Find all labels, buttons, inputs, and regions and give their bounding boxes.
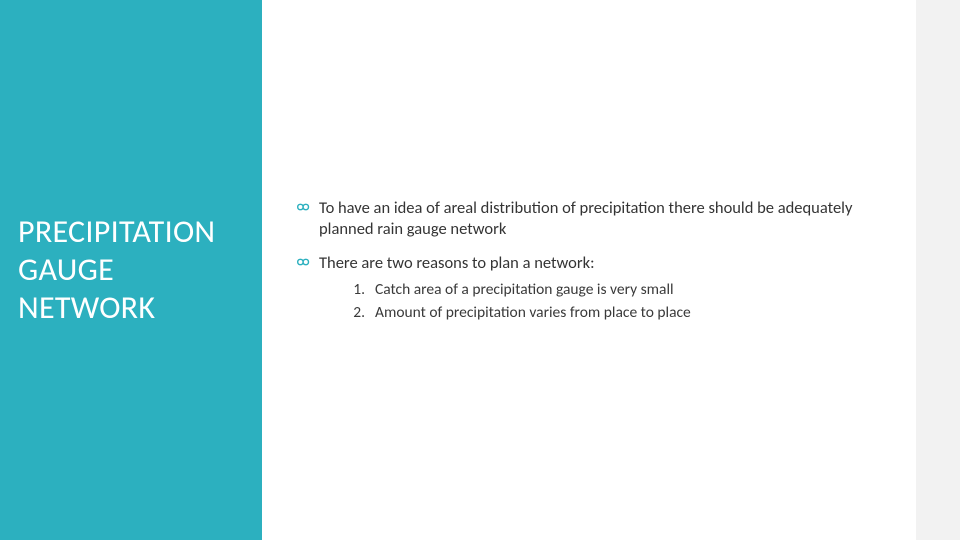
link-swirl-icon xyxy=(295,200,313,216)
title-line-2: GAUGE xyxy=(18,250,114,289)
numbered-list: 1. Catch area of a precipitation gauge i… xyxy=(319,280,895,324)
slide: PRECIPITATION GAUGE NETWORK To have an i… xyxy=(0,0,916,540)
bullet-item: To have an idea of areal distribution of… xyxy=(295,198,895,239)
title-line-3: NETWORK xyxy=(18,288,155,327)
list-text: Amount of precipitation varies from plac… xyxy=(375,303,691,324)
title-line-1: PRECIPITATION xyxy=(18,212,215,251)
slide-title: PRECIPITATION GAUGE NETWORK xyxy=(0,213,225,326)
bullet-text: To have an idea of areal distribution of… xyxy=(319,198,852,239)
content-area: To have an idea of areal distribution of… xyxy=(295,198,895,338)
list-text: Catch area of a precipitation gauge is v… xyxy=(375,280,674,301)
list-item: 2. Amount of precipitation varies from p… xyxy=(347,303,895,324)
bullet-item: There are two reasons to plan a network:… xyxy=(295,253,895,323)
list-number: 2. xyxy=(347,303,365,324)
list-item: 1. Catch area of a precipitation gauge i… xyxy=(347,280,895,301)
bullet-text: There are two reasons to plan a network: xyxy=(319,253,595,273)
right-margin-strip xyxy=(916,0,960,540)
list-number: 1. xyxy=(347,280,365,301)
sidebar-panel: PRECIPITATION GAUGE NETWORK xyxy=(0,0,262,540)
link-swirl-icon xyxy=(295,255,313,271)
